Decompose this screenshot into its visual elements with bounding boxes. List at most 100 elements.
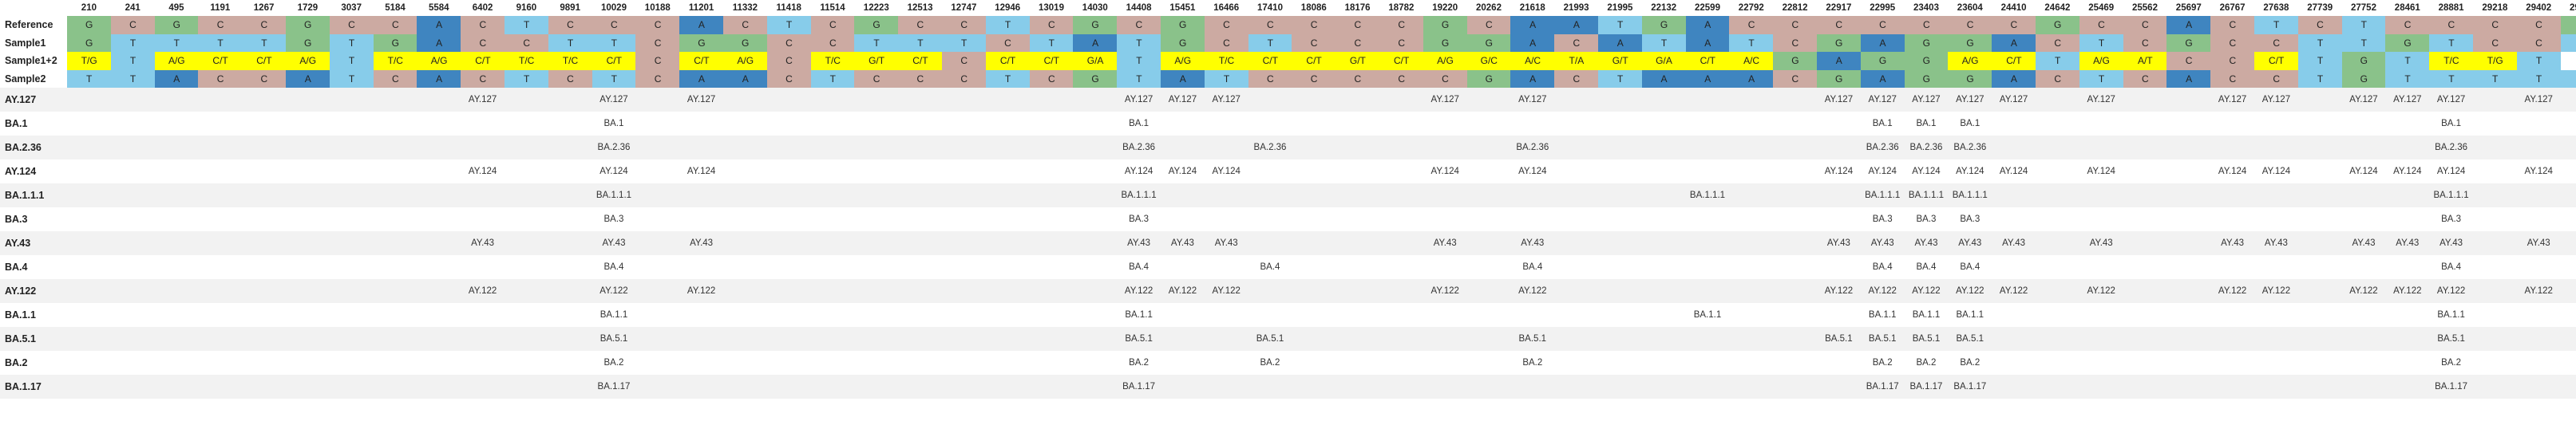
lineage-cell[interactable]: AY.43 — [1914, 238, 1938, 248]
lineage-cell[interactable]: AY.127 — [1430, 95, 1459, 104]
lineage-cell[interactable]: BA.2.36 — [1516, 143, 1549, 152]
lineage-cell[interactable]: AY.127 — [2261, 95, 2291, 104]
lineage-label[interactable]: BA.1.17 — [5, 381, 42, 392]
base-cell[interactable]: T — [110, 69, 156, 89]
base-cell[interactable]: G — [854, 16, 899, 34]
lineage-cell[interactable]: AY.122 — [1124, 286, 1153, 296]
base-cell[interactable]: G/C — [1466, 52, 1511, 70]
lineage-cell[interactable]: BA.2 — [603, 358, 624, 368]
lineage-cell[interactable]: AY.43 — [1870, 238, 1894, 248]
base-cell[interactable]: T — [985, 69, 1031, 89]
lineage-label[interactable]: BA.5.1 — [5, 333, 36, 344]
row-label[interactable]: Sample2 — [5, 73, 46, 85]
lineage-cell[interactable]: AY.43 — [1170, 238, 1194, 248]
base-cell[interactable]: A — [679, 69, 724, 89]
base-cell[interactable]: G — [67, 33, 112, 53]
base-cell[interactable]: C — [766, 69, 812, 89]
lineage-cell[interactable]: AY.122 — [1430, 286, 1459, 296]
position-header[interactable]: 5184 — [385, 3, 406, 13]
lineage-cell[interactable]: AY.122 — [687, 286, 716, 296]
base-cell[interactable]: A — [1073, 33, 1118, 53]
base-cell[interactable]: C — [1379, 69, 1424, 89]
base-cell[interactable]: C — [723, 16, 768, 34]
lineage-cell[interactable]: AY.124 — [2436, 167, 2466, 176]
base-cell[interactable]: C — [461, 69, 505, 89]
base-cell[interactable]: C — [2254, 33, 2299, 53]
lineage-cell[interactable]: AY.127 — [1912, 95, 1941, 104]
lineage-cell[interactable]: BA.1 — [1872, 119, 1893, 128]
base-cell[interactable]: C/T — [242, 52, 287, 70]
base-cell[interactable]: C — [1292, 33, 1336, 53]
base-cell[interactable]: T — [329, 52, 374, 70]
lineage-cell[interactable]: AY.124 — [1912, 167, 1941, 176]
position-header[interactable]: 29402 — [2526, 3, 2552, 13]
base-cell[interactable]: G — [1817, 33, 1862, 53]
lineage-cell[interactable]: AY.122 — [1912, 286, 1941, 296]
base-cell[interactable]: T — [2079, 33, 2124, 53]
base-cell[interactable]: C — [2385, 16, 2430, 34]
base-cell[interactable]: C — [242, 16, 287, 34]
position-header[interactable]: 1267 — [253, 3, 275, 13]
base-cell[interactable]: T — [2341, 16, 2386, 34]
base-cell[interactable]: T — [2254, 16, 2299, 34]
lineage-cell[interactable]: BA.4 — [1916, 262, 1937, 272]
base-cell[interactable]: C — [635, 69, 680, 89]
base-cell[interactable]: G — [1423, 16, 1468, 34]
base-cell[interactable]: C — [2297, 16, 2343, 34]
lineage-cell[interactable]: BA.4 — [1872, 262, 1893, 272]
base-cell[interactable]: G — [286, 33, 330, 53]
base-cell[interactable]: T/C — [2429, 52, 2474, 70]
lineage-cell[interactable]: AY.43 — [1521, 238, 1545, 248]
lineage-cell[interactable]: AY.122 — [1956, 286, 1984, 296]
base-cell[interactable]: A — [1860, 69, 1905, 89]
lineage-cell[interactable]: BA.2 — [1260, 358, 1280, 368]
base-cell[interactable]: C — [1860, 16, 1905, 34]
lineage-cell[interactable]: AY.43 — [690, 238, 714, 248]
base-cell[interactable]: T — [2297, 69, 2343, 89]
base-cell[interactable]: T — [942, 33, 987, 53]
base-cell[interactable]: A — [1161, 69, 1205, 89]
lineage-cell[interactable]: AY.124 — [1518, 167, 1547, 176]
lineage-cell[interactable]: BA.1.17 — [1122, 382, 1156, 392]
base-cell[interactable]: T — [2429, 69, 2474, 89]
position-header[interactable]: 24642 — [2044, 3, 2071, 13]
position-header[interactable]: 16466 — [1213, 3, 1240, 13]
lineage-cell[interactable]: BA.2 — [1960, 358, 1980, 368]
base-cell[interactable]: C — [1992, 16, 2036, 34]
base-cell[interactable]: A — [417, 16, 461, 34]
lineage-cell[interactable]: BA.2 — [1522, 358, 1543, 368]
base-cell[interactable]: T — [2516, 52, 2562, 70]
base-cell[interactable]: T/C — [1204, 52, 1249, 70]
lineage-cell[interactable]: BA.5.1 — [599, 334, 628, 344]
base-cell[interactable]: C — [2123, 69, 2167, 89]
lineage-cell[interactable]: BA.2.36 — [1866, 143, 1899, 152]
lineage-cell[interactable]: AY.124 — [2524, 167, 2553, 176]
base-cell[interactable]: A — [1685, 69, 1730, 89]
base-cell[interactable]: T/G — [67, 52, 112, 70]
base-cell[interactable]: A — [1860, 33, 1905, 53]
base-cell[interactable]: C — [1773, 33, 1818, 53]
base-cell[interactable]: T — [1117, 52, 1161, 70]
lineage-label[interactable]: BA.1.1.1 — [5, 190, 45, 201]
position-header[interactable]: 23604 — [1957, 3, 1983, 13]
base-cell[interactable]: G — [1860, 52, 1905, 70]
base-cell[interactable]: C — [461, 33, 505, 53]
base-cell[interactable]: C — [1335, 16, 1380, 34]
base-cell[interactable]: A — [286, 69, 330, 89]
lineage-cell[interactable]: BA.2 — [1872, 358, 1893, 368]
position-header[interactable]: 22995 — [1870, 3, 1896, 13]
base-cell[interactable]: C — [635, 16, 680, 34]
position-header[interactable]: 29218 — [2482, 3, 2508, 13]
lineage-cell[interactable]: AY.43 — [2396, 238, 2420, 248]
base-cell[interactable]: C — [548, 69, 593, 89]
lineage-cell[interactable]: AY.127 — [2218, 95, 2247, 104]
base-cell[interactable]: G — [1161, 33, 1205, 53]
lineage-cell[interactable]: AY.43 — [2352, 238, 2376, 248]
position-header[interactable]: 12747 — [951, 3, 977, 13]
base-cell[interactable]: A — [679, 16, 724, 34]
lineage-cell[interactable]: AY.124 — [1430, 167, 1459, 176]
lineage-label[interactable]: BA.1 — [5, 118, 28, 129]
base-cell[interactable]: A — [1817, 52, 1862, 70]
lineage-cell[interactable]: BA.4 — [1260, 262, 1280, 272]
base-cell[interactable]: A — [1992, 33, 2036, 53]
